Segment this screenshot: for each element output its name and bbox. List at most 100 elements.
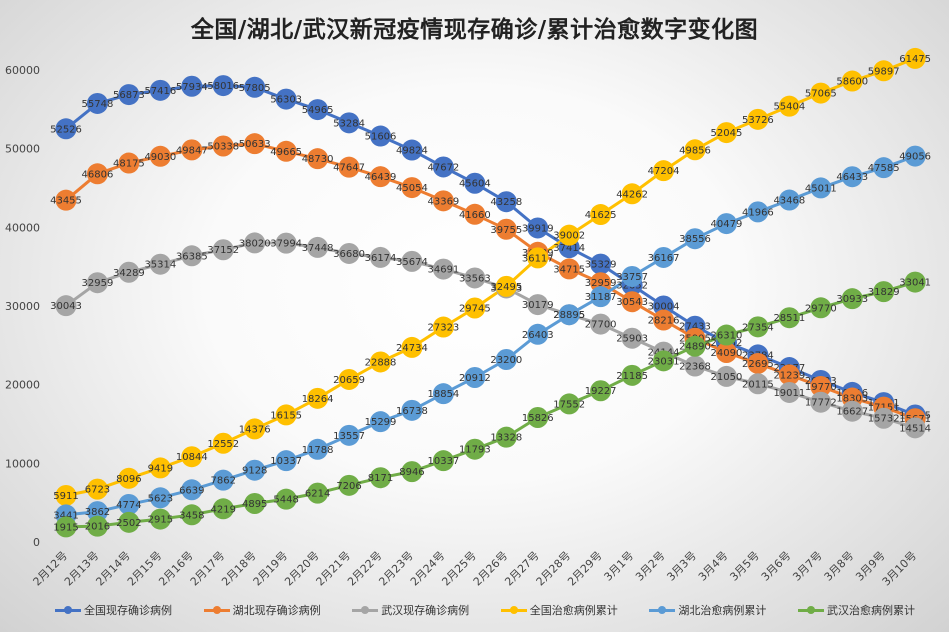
data-label: 17552 [553,399,585,410]
data-point [527,217,549,239]
data-label: 18854 [427,389,459,400]
data-point [778,364,800,386]
data-point [684,355,706,377]
data-label: 18264 [302,394,334,405]
data-point [432,316,454,338]
data-label: 37152 [207,245,239,256]
data-point [86,272,108,294]
data-label: 58600 [836,77,868,88]
data-label: 44262 [616,189,648,200]
data-point [149,79,171,101]
data-label: 3441 [53,510,78,521]
legend-item: 武汉治愈病例累计 [797,602,915,618]
data-label: 45054 [396,183,428,194]
data-point [275,404,297,426]
data-label: 12552 [207,439,239,450]
data-point [841,166,863,188]
data-point [307,438,329,460]
chart-legend: 全国现存确诊病例 湖北现存确诊病例 武汉现存确诊病例 全国治愈病例累计 湖北治愈病例累计… [55,598,915,622]
data-point [55,189,77,211]
data-point [370,411,391,433]
data-point [653,309,675,331]
data-point [495,275,517,297]
data-label: 24890 [679,342,711,353]
y-tick-label: 10000 [5,457,40,470]
data-label: 30043 [50,301,82,312]
data-label: 30004 [648,301,680,312]
data-point [495,426,517,448]
data-point [338,424,360,446]
data-point [715,213,737,235]
data-point [181,245,203,267]
data-point [307,482,329,504]
data-label: 21185 [616,371,648,382]
data-label: 49856 [679,145,711,156]
data-label: 51606 [365,132,397,143]
data-point [590,313,612,335]
data-label: 20115 [742,379,774,390]
data-point [904,417,926,439]
data-point [244,133,266,155]
data-label: 48175 [113,159,145,170]
data-label: 29745 [459,304,491,315]
data-label: 6639 [179,485,204,496]
data-label: 46439 [365,172,397,183]
data-label: 56873 [113,90,145,101]
data-point [370,125,391,147]
data-point [621,327,643,349]
legend-item: 湖北治愈病例累计 [649,602,766,618]
data-point [590,380,612,402]
data-point [527,294,549,316]
x-tick-label: 3月7号 [790,549,825,584]
data-label: 54965 [302,105,334,116]
data-point [401,461,423,483]
data-label: 16627 [836,407,868,418]
legend-marker [509,606,518,614]
data-label: 36385 [176,251,208,262]
data-point [778,307,800,329]
data-point [55,118,77,140]
data-label: 39919 [522,223,554,234]
data-label: 20912 [459,373,491,384]
data-point [684,228,706,250]
legend-swatch [797,606,824,614]
data-label: 4895 [242,499,267,510]
data-label: 11788 [302,445,334,456]
data-label: 34289 [113,268,145,279]
data-label: 5911 [53,491,78,502]
data-label: 36167 [648,253,680,264]
data-label: 19011 [773,388,805,399]
x-tick-label: 3月5号 [727,549,762,584]
data-point [778,381,800,403]
data-label: 15299 [365,417,397,428]
data-point [527,407,549,429]
data-label: 17772 [805,398,837,409]
data-label: 58016 [207,81,239,92]
y-tick-label: 40000 [5,221,40,234]
data-label: 45604 [459,179,491,190]
data-label: 32959 [82,278,114,289]
data-label: 49030 [144,152,176,163]
data-label: 40479 [711,219,743,230]
data-label: 33563 [459,273,491,284]
data-point [338,242,360,264]
legend-swatch [55,606,81,614]
data-label: 3458 [179,510,204,521]
data-label: 24734 [396,343,428,354]
data-label: 4774 [116,500,141,511]
data-label: 5623 [148,493,173,504]
data-point [873,281,895,303]
data-point [212,75,234,97]
data-label: 48730 [302,154,334,165]
data-point [307,148,329,170]
data-point [778,189,800,211]
data-point [181,139,203,161]
data-label: 53726 [742,115,774,126]
data-label: 35674 [396,257,428,268]
data-point [747,316,769,338]
data-label: 16738 [396,406,428,417]
legend-swatch [500,606,527,614]
data-point [212,469,234,491]
data-label: 22888 [365,357,397,368]
data-label: 16155 [270,410,302,421]
